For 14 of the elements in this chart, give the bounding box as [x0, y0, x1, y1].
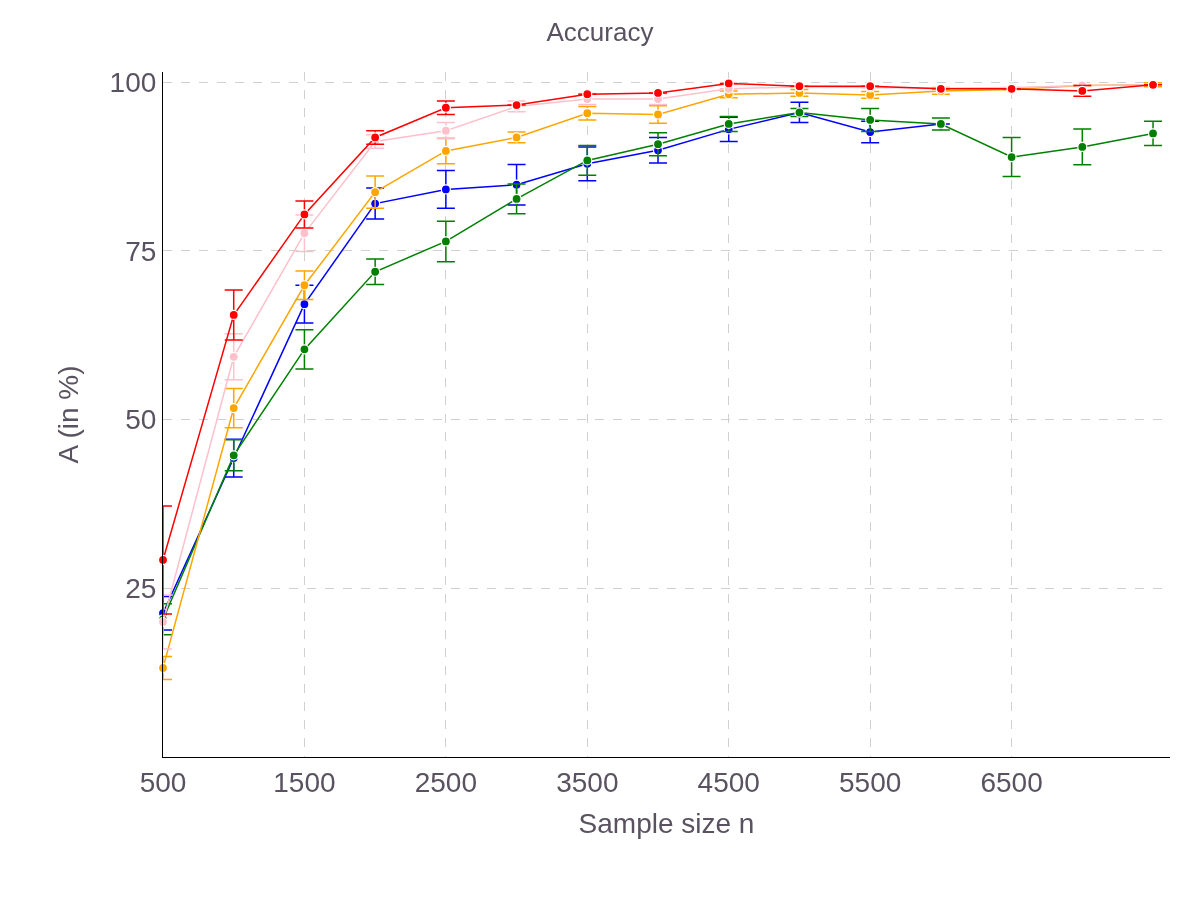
x-tick-label: 5500 [839, 766, 902, 798]
x-tick-label: 6500 [980, 766, 1043, 798]
y-tick-label: 50 [125, 404, 157, 436]
x-tick-label: 3500 [556, 766, 619, 798]
y-tick-label: 100 [109, 66, 157, 98]
y-tick-label: 75 [125, 235, 157, 267]
chart-title: Accuracy [546, 16, 654, 47]
y-tick-label: 25 [125, 573, 157, 605]
y-axis-title: A (in %) [53, 365, 85, 464]
x-axis-title: Sample size n [578, 807, 755, 839]
x-tick-label: 1500 [273, 766, 336, 798]
x-tick-label: 4500 [697, 766, 760, 798]
x-tick-label: 2500 [414, 766, 478, 798]
x-tick-label: 500 [139, 766, 187, 798]
